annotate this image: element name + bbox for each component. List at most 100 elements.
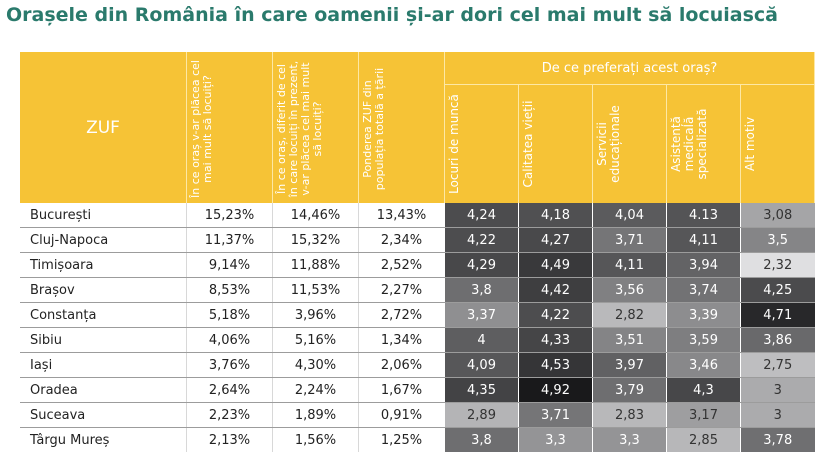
score-cell: 3,8 bbox=[444, 277, 519, 303]
score-cell: 3 bbox=[740, 377, 815, 403]
score-cell: 2,82 bbox=[592, 302, 667, 328]
percent-cell: 2,06% bbox=[358, 352, 445, 378]
reason-header-text: Alt motiv bbox=[743, 116, 757, 172]
city-name: Suceava bbox=[20, 402, 187, 428]
reason-header-3: Asistență medicală specializată bbox=[666, 84, 741, 203]
percent-cell: 8,53% bbox=[186, 277, 273, 303]
reason-header-4: Alt motiv bbox=[740, 84, 815, 203]
score-cell: 3,71 bbox=[592, 227, 667, 253]
table-row: Suceava 2,23% 1,89% 0,91% 2,89 3,71 2,83 3,17 3 bbox=[20, 402, 815, 428]
percent-cell: 1,34% bbox=[358, 327, 445, 353]
score-cell: 4,29 bbox=[444, 252, 519, 278]
score-cell: 3,94 bbox=[666, 252, 741, 278]
col-header-population-share: Ponderea ZUF din populația totală a țări… bbox=[358, 52, 445, 203]
reason-header-1: Calitatea vieții bbox=[518, 84, 593, 203]
score-cell: 4,11 bbox=[666, 227, 741, 253]
table-row: Timișoara 9,14% 11,88% 2,52% 4,29 4,49 4,11 3,9… bbox=[20, 252, 815, 278]
reason-header-text: Locuri de muncă bbox=[447, 94, 461, 194]
city-name: Iași bbox=[20, 352, 187, 378]
score-cell: 3,46 bbox=[666, 352, 741, 378]
reason-header-text: Calitatea vieții bbox=[521, 100, 535, 188]
percent-cell: 13,43% bbox=[358, 203, 445, 228]
score-cell: 4,24 bbox=[444, 203, 519, 228]
percent-cell: 4,30% bbox=[272, 352, 359, 378]
table-row: Cluj-Napoca 11,37% 15,32% 2,34% 4,22 4,27 3,71… bbox=[20, 227, 815, 253]
score-cell: 4,92 bbox=[518, 377, 593, 403]
percent-cell: 9,14% bbox=[186, 252, 273, 278]
percent-cell: 5,18% bbox=[186, 302, 273, 328]
reason-header-text: Servicii educaționale bbox=[595, 105, 622, 183]
score-cell: 4,22 bbox=[518, 302, 593, 328]
city-name: Sibiu bbox=[20, 327, 187, 353]
score-cell: 4,49 bbox=[518, 252, 593, 278]
percent-cell: 1,25% bbox=[358, 427, 445, 452]
col-header-text: Ponderea ZUF din populația totală a țări… bbox=[361, 67, 386, 191]
percent-cell: 11,88% bbox=[272, 252, 359, 278]
percent-cell: 3,96% bbox=[272, 302, 359, 328]
score-cell: 4,3 bbox=[666, 377, 741, 403]
score-cell: 3,56 bbox=[592, 277, 667, 303]
percent-cell: 14,46% bbox=[272, 203, 359, 228]
score-cell: 3,74 bbox=[666, 277, 741, 303]
score-cell: 4,53 bbox=[518, 352, 593, 378]
score-cell: 4,04 bbox=[592, 203, 667, 228]
score-cell: 3,3 bbox=[592, 427, 667, 452]
reason-header-text: Asistență medicală specializată bbox=[669, 108, 709, 180]
city-name: Constanța bbox=[20, 302, 187, 328]
score-cell: 3,17 bbox=[666, 402, 741, 428]
header-row-reasons: Locuri de muncă Calitatea vieții Servicii … bbox=[20, 84, 815, 203]
score-cell: 3,59 bbox=[666, 327, 741, 353]
score-cell: 4,11 bbox=[592, 252, 667, 278]
score-cell: 2,32 bbox=[740, 252, 815, 278]
city-name: Cluj-Napoca bbox=[20, 227, 187, 253]
table-row: Iași 3,76% 4,30% 2,06% 4,09 4,53 3,97 3,46 2,75 bbox=[20, 352, 815, 378]
preferences-table: ZUF În ce oraș v-ar plăcea cel mai mult … bbox=[20, 52, 815, 452]
reason-header-2: Servicii educaționale bbox=[592, 84, 667, 203]
col-header-preferred-city: În ce oraș v-ar plăcea cel mai mult să l… bbox=[186, 52, 273, 203]
score-cell: 4,09 bbox=[444, 352, 519, 378]
reason-header-0: Locuri de muncă bbox=[444, 84, 519, 203]
percent-cell: 2,52% bbox=[358, 252, 445, 278]
percent-cell: 2,72% bbox=[358, 302, 445, 328]
score-cell: 3,71 bbox=[518, 402, 593, 428]
percent-cell: 11,53% bbox=[272, 277, 359, 303]
percent-cell: 11,37% bbox=[186, 227, 273, 253]
percent-cell: 1,67% bbox=[358, 377, 445, 403]
score-cell: 4,27 bbox=[518, 227, 593, 253]
header-row-top: ZUF În ce oraș v-ar plăcea cel mai mult … bbox=[20, 52, 815, 203]
score-cell: 4,22 bbox=[444, 227, 519, 253]
score-cell: 3 bbox=[740, 402, 815, 428]
table-body: București 15,23% 14,46% 13,43% 4,24 4,18 4,04 4… bbox=[20, 203, 815, 452]
reasons-group-header: De ce preferați acest oraș? bbox=[444, 52, 815, 85]
score-cell: 2,85 bbox=[666, 427, 741, 452]
percent-cell: 2,23% bbox=[186, 402, 273, 428]
col-header-text: În ce oraș, diferit de cel în care locui… bbox=[275, 60, 324, 198]
percent-cell: 0,91% bbox=[358, 402, 445, 428]
city-name: Timișoara bbox=[20, 252, 187, 278]
percent-cell: 2,64% bbox=[186, 377, 273, 403]
col-header-text: În ce oraș v-ar plăcea cel mai mult să l… bbox=[189, 60, 214, 198]
score-cell: 4,25 bbox=[740, 277, 815, 303]
score-cell: 3,8 bbox=[444, 427, 519, 452]
table-wrapper: ZUF În ce oraș v-ar plăcea cel mai mult … bbox=[20, 52, 817, 452]
city-name: București bbox=[20, 203, 187, 228]
table-row: Târgu Mureș 2,13% 1,56% 1,25% 3,8 3,3 3,3 2,85 3… bbox=[20, 427, 815, 452]
score-cell: 4 bbox=[444, 327, 519, 353]
percent-cell: 2,27% bbox=[358, 277, 445, 303]
percent-cell: 1,56% bbox=[272, 427, 359, 452]
score-cell: 3,39 bbox=[666, 302, 741, 328]
score-cell: 3,97 bbox=[592, 352, 667, 378]
score-cell: 4,18 bbox=[518, 203, 593, 228]
zuf-header: ZUF bbox=[20, 52, 187, 203]
percent-cell: 5,16% bbox=[272, 327, 359, 353]
percent-cell: 3,76% bbox=[186, 352, 273, 378]
city-name: Oradea bbox=[20, 377, 187, 403]
score-cell: 3,5 bbox=[740, 227, 815, 253]
score-cell: 4.13 bbox=[666, 203, 741, 228]
chart-title: Orașele din România în care oamenii și-a… bbox=[6, 4, 778, 26]
percent-cell: 2,24% bbox=[272, 377, 359, 403]
score-cell: 3,08 bbox=[740, 203, 815, 228]
score-cell: 3,3 bbox=[518, 427, 593, 452]
score-cell: 4,35 bbox=[444, 377, 519, 403]
table-row: Constanța 5,18% 3,96% 2,72% 3,37 4,22 2,82 3,39… bbox=[20, 302, 815, 328]
